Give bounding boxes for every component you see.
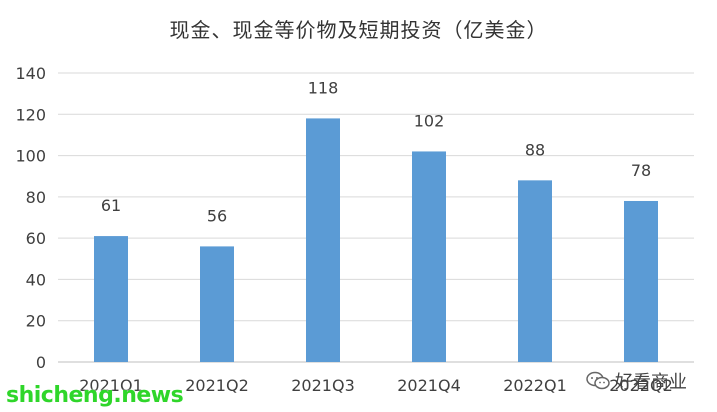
y-tick-label: 120 [15, 105, 46, 124]
data-label: 56 [207, 206, 227, 225]
bar [306, 118, 340, 363]
data-label: 102 [414, 111, 445, 130]
x-tick-label: 2021Q3 [291, 376, 355, 395]
data-label: 118 [308, 78, 339, 97]
wechat-icon [585, 371, 611, 391]
y-tick-label: 0 [36, 353, 46, 372]
x-tick-label: 2021Q2 [185, 376, 249, 395]
site-watermark: shicheng.news [6, 383, 184, 408]
y-tick-label: 60 [26, 229, 46, 248]
y-tick-label: 40 [26, 270, 46, 289]
x-tick-label: 2021Q4 [397, 376, 461, 395]
y-tick-label: 140 [15, 64, 46, 83]
bar [200, 246, 234, 362]
y-tick-label: 100 [15, 147, 46, 166]
data-label: 78 [631, 161, 651, 180]
brand-name: 好看商业 [615, 372, 687, 393]
y-tick-label: 80 [26, 188, 46, 207]
x-tick-label: 2021Q1 [79, 376, 143, 395]
bar [94, 236, 128, 362]
bar [412, 151, 446, 362]
chart-title: 现金、现金等价物及短期投资（亿美金） [169, 18, 548, 42]
brand-watermark: 好看商业 [585, 368, 687, 394]
x-tick-label: 2022Q2 [609, 376, 673, 395]
bar [624, 200, 658, 362]
data-label: 61 [101, 196, 121, 215]
bar [518, 180, 552, 362]
x-tick-label: 2022Q1 [503, 376, 567, 395]
data-label: 88 [525, 140, 545, 159]
y-tick-label: 20 [26, 312, 46, 331]
